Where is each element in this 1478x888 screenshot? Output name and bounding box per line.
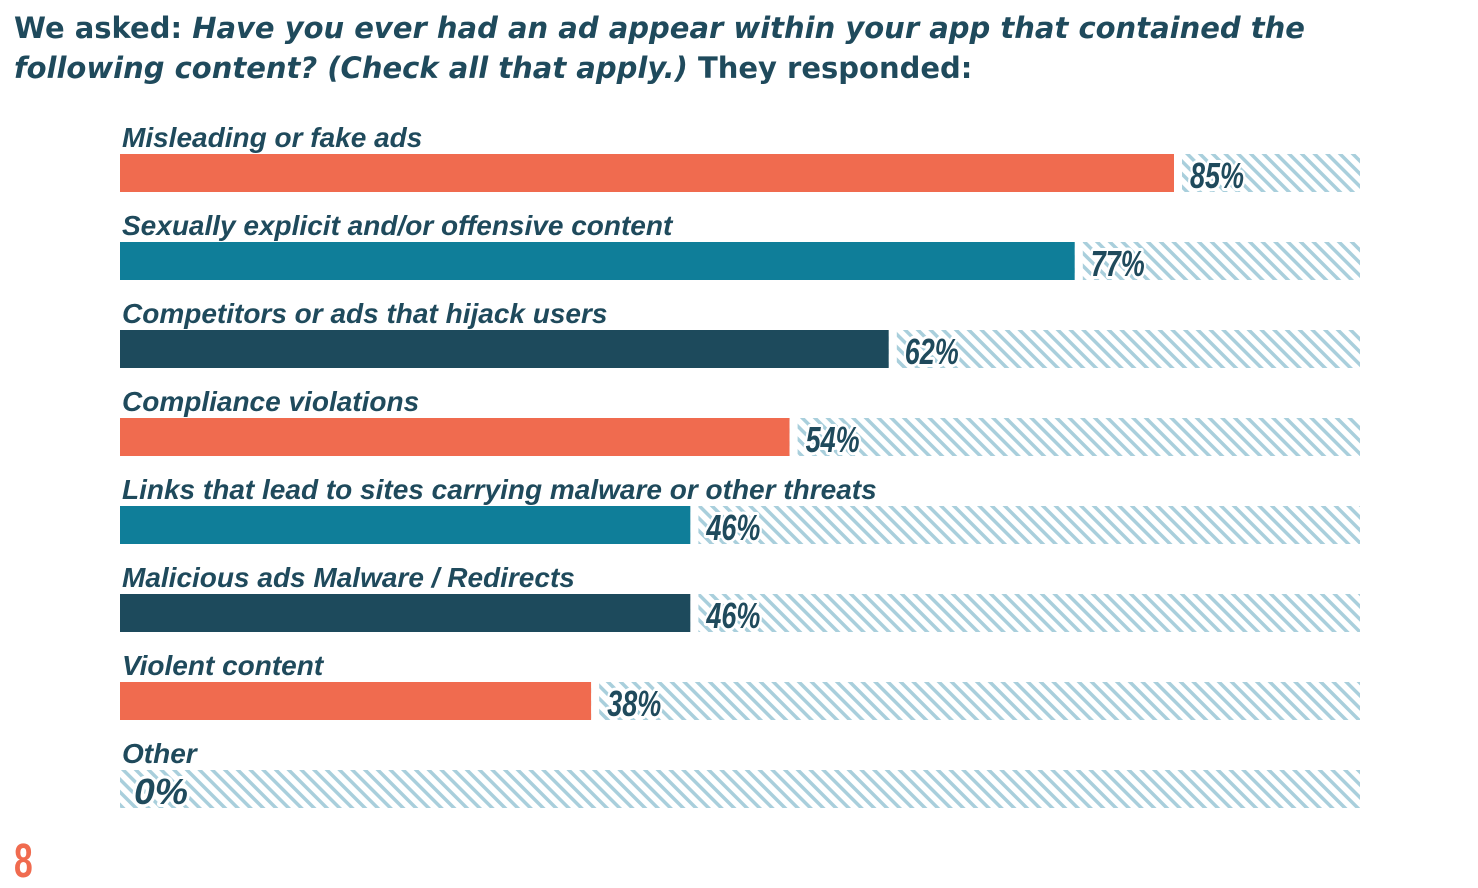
chart-title: We asked: Have you ever had an ad appear… — [14, 8, 1434, 88]
page-number: 8 — [14, 835, 33, 888]
bar-category-label: Competitors or ads that hijack users — [122, 298, 607, 329]
bar-category-label: Malicious ads Malware / Redirects — [122, 562, 575, 593]
bar-gap — [888, 330, 897, 368]
title-lead: We asked: — [14, 11, 193, 45]
bar-gap — [591, 682, 600, 720]
bar-gap — [789, 418, 798, 456]
bar-value-label: 38% — [607, 683, 661, 724]
bar-category-label: Sexually explicit and/or offensive conte… — [122, 210, 674, 241]
bar-gap — [1174, 154, 1182, 192]
bar — [120, 418, 790, 456]
title-tail: They responded: — [687, 51, 973, 85]
bar-gap — [690, 506, 699, 544]
bar-value-label: 46% — [706, 595, 761, 636]
bar — [120, 154, 1174, 192]
title-question: Have you ever had an ad appear within yo… — [14, 11, 1305, 85]
bar-track — [120, 770, 1360, 808]
bar — [120, 682, 592, 720]
bar-value-label: 62% — [905, 331, 959, 372]
bar-value-label: 77% — [1091, 243, 1145, 284]
bar — [120, 594, 691, 632]
bars-group: Misleading or fake ads 85% Sexually explic… — [120, 122, 1360, 815]
bar-gap — [690, 594, 699, 632]
bar-category-label: Violent content — [122, 650, 325, 681]
bar-value-label: 0% — [134, 771, 188, 812]
bar-value-label: 85% — [1190, 155, 1244, 196]
bar-value-label: 46% — [706, 507, 761, 548]
bar — [120, 506, 691, 544]
bar — [120, 242, 1075, 280]
bar — [120, 330, 889, 368]
bar-category-label: Other — [122, 738, 199, 769]
bar-category-label: Misleading or fake ads — [122, 122, 422, 153]
bar-category-label: Links that lead to sites carrying malwar… — [122, 474, 877, 505]
bar-value-label: 54% — [806, 419, 860, 460]
bar-category-label: Compliance violations — [122, 386, 419, 417]
bar-gap — [1074, 242, 1083, 280]
